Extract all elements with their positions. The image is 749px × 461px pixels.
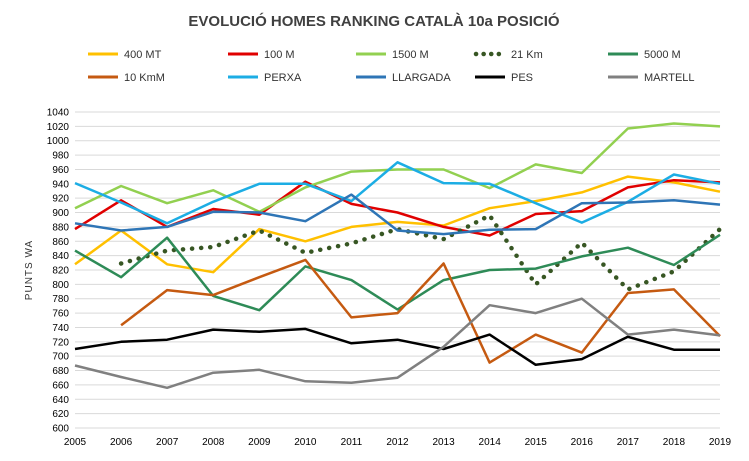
legend-label: MARTELL: [644, 72, 695, 84]
legend-label: 10 KmM: [124, 72, 165, 84]
y-tick-label: 660: [52, 380, 69, 391]
y-tick-label: 820: [52, 266, 69, 277]
legend: 400 MT 100 M 1500 M 21 Km 5000 M 10 KmM PERXA L…: [88, 49, 695, 84]
y-tick-label: 720: [52, 337, 69, 348]
legend-item-5000-m: 5000 M: [608, 49, 681, 61]
y-tick-label: 680: [52, 366, 69, 377]
x-tick-label: 2015: [525, 437, 548, 448]
x-tick-label: 2014: [479, 437, 502, 448]
x-tick-label: 2005: [64, 437, 87, 448]
legend-item-21-km: 21 Km: [473, 49, 543, 61]
y-tick-label: 860: [52, 237, 69, 248]
legend-item-10-kmm: 10 KmM: [88, 72, 165, 84]
y-tick-label: 840: [52, 251, 69, 262]
x-tick-label: 2008: [202, 437, 225, 448]
series-line-400-mt: [74, 175, 721, 274]
y-tick-label: 780: [52, 294, 69, 305]
y-tick-label: 1020: [47, 122, 70, 133]
legend-item-llargada: LLARGADA: [356, 72, 451, 84]
series-line-martell: [74, 297, 721, 390]
legend-label: LLARGADA: [392, 72, 451, 84]
y-tick-label: 620: [52, 409, 69, 420]
y-tick-label: 640: [52, 395, 69, 406]
legend-item-400-mt: 400 MT: [88, 49, 162, 61]
x-tick-label: 2016: [571, 437, 594, 448]
x-tick-label: 2019: [709, 437, 732, 448]
legend-label: 5000 M: [644, 49, 681, 61]
x-tick-label: 2011: [341, 437, 363, 448]
y-tick-label: 760: [52, 309, 69, 320]
x-tick-label: 2009: [248, 437, 271, 448]
y-tick-label: 600: [52, 424, 69, 435]
y-tick-label: 940: [52, 179, 69, 190]
legend-label: 100 M: [264, 49, 295, 61]
legend-label: 21 Km: [511, 49, 543, 61]
x-tick-label: 2010: [294, 437, 317, 448]
y-tick-label: 800: [52, 280, 69, 291]
x-tick-label: 2012: [386, 437, 409, 448]
chart-title: EVOLUCIÓ HOMES RANKING CATALÀ 10a POSICI…: [188, 12, 559, 30]
y-tick-label: 740: [52, 323, 69, 334]
y-axis-ticks: 600 620 640 660 680 700 720 740 760 780 800 820 840 8…: [47, 108, 70, 435]
series-line-1500-m: [74, 122, 721, 214]
series-line-llargada: [74, 193, 721, 236]
x-tick-label: 2007: [156, 437, 179, 448]
series-line-perxa: [74, 161, 721, 225]
x-axis-ticks: 2005 2006 2007 2008 2009 2010 2011 2012 2013 2014…: [64, 437, 732, 448]
y-tick-label: 980: [52, 151, 69, 162]
y-tick-label: 1000: [47, 136, 70, 147]
grid: [75, 111, 720, 429]
legend-label: 1500 M: [392, 49, 429, 61]
legend-item-martell: MARTELL: [608, 72, 695, 84]
y-axis-label: PUNTS WA: [24, 240, 35, 300]
legend-item-1500-m: 1500 M: [356, 49, 429, 61]
legend-label: PERXA: [264, 72, 302, 84]
y-tick-label: 1040: [47, 108, 70, 119]
y-tick-label: 900: [52, 208, 69, 219]
y-tick-label: 700: [52, 352, 69, 363]
legend-item-pes: PES: [475, 72, 533, 84]
y-tick-label: 960: [52, 165, 69, 176]
series-line-21-km: [118, 213, 723, 292]
series-line-10-kmm: [120, 258, 721, 364]
legend-label: 400 MT: [124, 49, 162, 61]
legend-item-perxa: PERXA: [228, 72, 302, 84]
series-line-5000-m: [74, 233, 721, 312]
x-tick-label: 2013: [432, 437, 455, 448]
x-tick-label: 2018: [663, 437, 686, 448]
y-tick-label: 880: [52, 222, 69, 233]
legend-item-100-m: 100 M: [228, 49, 295, 61]
y-tick-label: 920: [52, 194, 69, 205]
x-tick-label: 2006: [110, 437, 133, 448]
x-tick-label: 2017: [617, 437, 640, 448]
series-line-pes: [74, 327, 720, 367]
series-group: [74, 122, 723, 390]
legend-label: PES: [511, 72, 533, 84]
